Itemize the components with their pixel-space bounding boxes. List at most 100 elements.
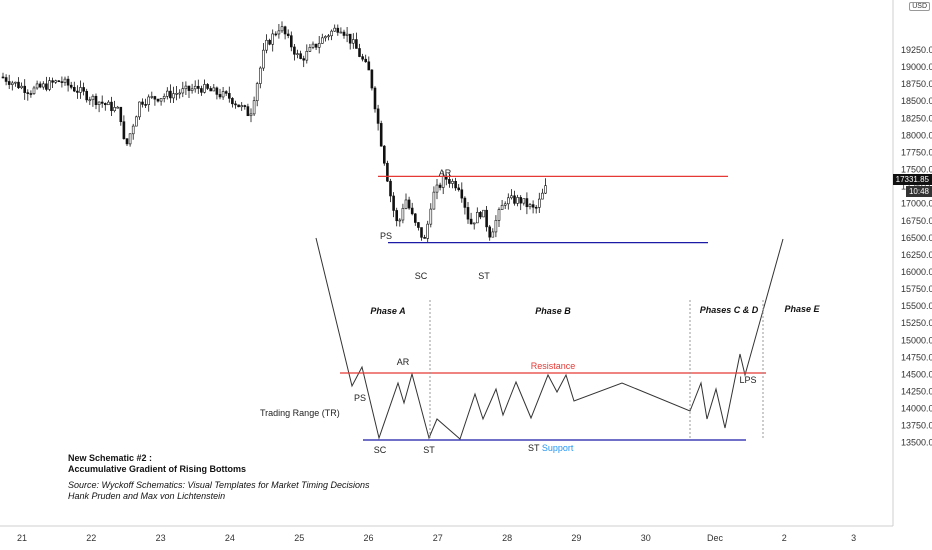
candle-body bbox=[17, 81, 20, 89]
candle-body bbox=[14, 81, 17, 84]
y-tick-label: 17500.00 bbox=[901, 165, 932, 175]
candle-body bbox=[342, 31, 346, 36]
candle-body bbox=[401, 208, 405, 221]
trading-range-label: Trading Range (TR) bbox=[260, 408, 340, 418]
candle-body bbox=[432, 191, 436, 210]
schematic-label: PS bbox=[354, 393, 366, 403]
y-tick-label: 17750.00 bbox=[901, 147, 932, 157]
currency-badge[interactable]: USD bbox=[909, 2, 930, 11]
y-tick-label: 15250.00 bbox=[901, 318, 932, 328]
candle-body bbox=[181, 88, 185, 94]
candle-body bbox=[82, 87, 85, 92]
candle-body bbox=[258, 67, 262, 84]
candle-body bbox=[100, 101, 104, 104]
x-tick-label: 21 bbox=[17, 533, 27, 543]
candle-body bbox=[429, 208, 433, 225]
candle-body bbox=[320, 37, 324, 44]
price-axis[interactable]: 19250.00 19000.00 18750.00 18500.00 18250.00… bbox=[901, 45, 932, 448]
candle-body bbox=[413, 213, 417, 223]
candle-body bbox=[138, 101, 141, 118]
candle-body bbox=[293, 46, 296, 55]
candle-body bbox=[206, 84, 209, 89]
candle-body bbox=[410, 207, 414, 215]
candle-body bbox=[367, 61, 371, 71]
y-tick-label: 16750.00 bbox=[901, 216, 932, 226]
candle-body bbox=[255, 83, 259, 102]
candle-body bbox=[534, 206, 538, 209]
y-tick-label: 14750.00 bbox=[901, 352, 932, 362]
price-annotation: ST bbox=[478, 271, 490, 281]
candle-body bbox=[11, 82, 14, 85]
candle-body bbox=[234, 103, 237, 106]
candle-body bbox=[348, 33, 352, 44]
candle-body bbox=[125, 138, 129, 145]
candle-body bbox=[116, 106, 119, 109]
candle-body bbox=[104, 103, 107, 106]
y-tick-label: 16500.00 bbox=[901, 233, 932, 243]
caption-title: New Schematic #2 : Accumulative Gradient… bbox=[68, 453, 246, 475]
candle-body bbox=[190, 88, 194, 91]
candle-body bbox=[184, 85, 188, 90]
candle-body bbox=[162, 95, 166, 99]
candle-body bbox=[389, 180, 392, 197]
candle-body bbox=[404, 199, 408, 209]
caption-source: Source: Wyckoff Schematics: Visual Templ… bbox=[68, 480, 370, 502]
candle-body bbox=[358, 48, 361, 57]
candle-body bbox=[398, 219, 402, 222]
candle-body bbox=[119, 106, 123, 122]
candle-body bbox=[88, 99, 92, 102]
candle-body bbox=[463, 197, 467, 208]
candle-body bbox=[156, 98, 160, 102]
support-caption: ST Support bbox=[528, 443, 574, 453]
x-tick-label: 3 bbox=[851, 533, 856, 543]
candle-body bbox=[324, 36, 327, 39]
candle-body bbox=[228, 93, 231, 99]
candle-body bbox=[510, 195, 513, 199]
y-tick-label: 16000.00 bbox=[901, 267, 932, 277]
phase-label: Phase B bbox=[535, 306, 571, 316]
candle-body bbox=[448, 179, 451, 184]
x-tick-label: 30 bbox=[641, 533, 651, 543]
candle-body bbox=[26, 92, 30, 94]
time-axis[interactable]: 21 22 23 24 25 26 27 28 29 30 Dec 2 3 bbox=[17, 533, 856, 543]
candle-body bbox=[537, 198, 541, 208]
candle-body bbox=[187, 85, 191, 91]
schematic-path bbox=[315, 237, 784, 440]
candle-body bbox=[32, 87, 36, 94]
candle-body bbox=[336, 27, 340, 33]
candle-body bbox=[513, 195, 516, 204]
y-tick-label: 15750.00 bbox=[901, 284, 932, 294]
candle-body bbox=[131, 125, 135, 135]
caption-title-line1: New Schematic #2 : bbox=[68, 453, 153, 463]
candle-body bbox=[29, 93, 33, 95]
range-lines bbox=[378, 175, 728, 244]
wyckoff-schematic: Resistance ST Support Trading Range (TR) PS… bbox=[260, 237, 821, 455]
candle-body bbox=[355, 39, 358, 49]
candle-body bbox=[373, 87, 377, 110]
y-tick-label: 14500.00 bbox=[901, 369, 932, 379]
candle-body bbox=[531, 204, 535, 208]
candle-body bbox=[212, 87, 216, 92]
schematic-label: AR bbox=[397, 357, 410, 367]
candle-body bbox=[1, 76, 5, 79]
phase-label: Phase E bbox=[784, 304, 820, 314]
candle-body bbox=[271, 33, 275, 45]
y-tick-label: 18250.00 bbox=[901, 113, 932, 123]
candle-body bbox=[317, 43, 321, 48]
candle-body bbox=[122, 121, 126, 139]
candle-body bbox=[35, 83, 39, 89]
candle-body bbox=[144, 104, 147, 106]
y-tick-label: 16250.00 bbox=[901, 250, 932, 260]
schematic-label: ST bbox=[423, 445, 435, 455]
x-tick-label: 24 bbox=[225, 533, 235, 543]
candle-body bbox=[110, 101, 113, 112]
candle-body bbox=[169, 90, 172, 99]
candle-body bbox=[178, 92, 181, 95]
x-tick-label: 26 bbox=[363, 533, 373, 543]
x-tick-label: 23 bbox=[156, 533, 166, 543]
candle-body bbox=[246, 106, 250, 117]
candle-body bbox=[417, 222, 420, 228]
candle-body bbox=[209, 88, 212, 92]
x-tick-label: 27 bbox=[433, 533, 443, 543]
